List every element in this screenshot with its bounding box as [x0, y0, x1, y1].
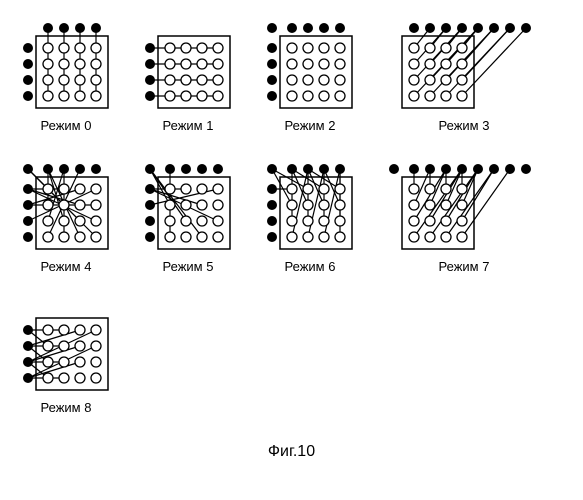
- mode-caption-7: Режим 7: [439, 259, 490, 274]
- mode-diagram-1: [142, 20, 234, 112]
- mode-diagram-5: [142, 161, 234, 253]
- mode-row: Режим 8: [20, 302, 563, 415]
- mode-block-5: Режим 5: [142, 161, 234, 274]
- mode-diagram-7: [386, 161, 542, 253]
- mode-row: Режим 0 Режим 1 Режим 2 Режим 3: [20, 20, 563, 133]
- mode-block-3: Режим 3: [386, 20, 542, 133]
- mode-diagram-8: [20, 302, 112, 394]
- mode-diagram-3: [386, 20, 542, 112]
- mode-caption-6: Режим 6: [285, 259, 336, 274]
- mode-caption-8: Режим 8: [41, 400, 92, 415]
- mode-block-8: Режим 8: [20, 302, 112, 415]
- figure-caption: Фиг.10: [20, 443, 563, 461]
- mode-caption-1: Режим 1: [163, 118, 214, 133]
- mode-diagram-6: [264, 161, 356, 253]
- mode-block-4: Режим 4: [20, 161, 112, 274]
- mode-block-0: Режим 0: [20, 20, 112, 133]
- mode-block-7: Режим 7: [386, 161, 542, 274]
- mode-block-1: Режим 1: [142, 20, 234, 133]
- figure-container: Режим 0Режим 1Режим 2Режим 3Режим 4Режим…: [20, 20, 563, 415]
- mode-caption-0: Режим 0: [41, 118, 92, 133]
- mode-block-2: Режим 2: [264, 20, 356, 133]
- mode-diagram-2: [264, 20, 356, 112]
- mode-caption-3: Режим 3: [439, 118, 490, 133]
- mode-caption-5: Режим 5: [163, 259, 214, 274]
- mode-diagram-0: [20, 20, 112, 112]
- mode-caption-2: Режим 2: [285, 118, 336, 133]
- mode-caption-4: Режим 4: [41, 259, 92, 274]
- mode-diagram-4: [20, 161, 112, 253]
- mode-row: Режим 4 Режим 5 Режим 6 Режим 7: [20, 161, 563, 274]
- mode-block-6: Режим 6: [264, 161, 356, 274]
